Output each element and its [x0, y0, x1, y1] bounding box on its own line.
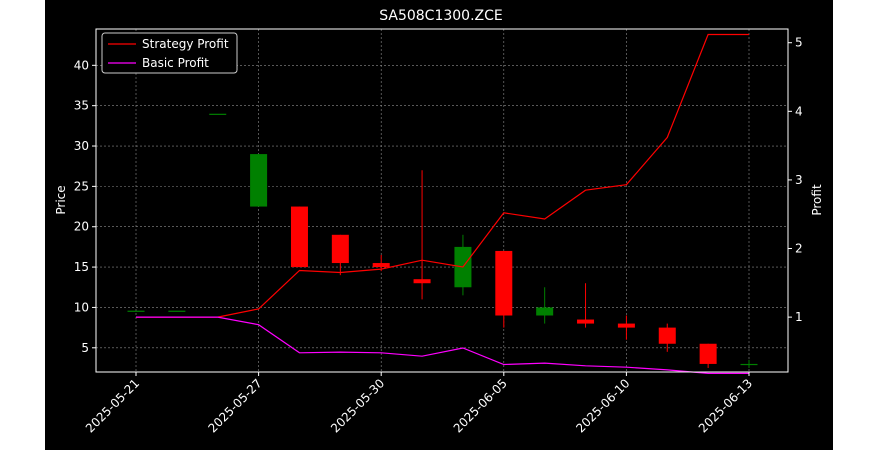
plot-area-frame — [95, 28, 789, 373]
profit-lines — [136, 33, 749, 374]
right-y-axis: 1 2 3 4 5 — [788, 36, 803, 324]
candle-body — [290, 206, 308, 268]
right-tick-label: 1 — [795, 310, 803, 324]
candle-body — [331, 234, 349, 264]
right-axis-label: Profit — [810, 184, 824, 216]
candle-body — [495, 250, 513, 316]
candlestick-series — [127, 113, 758, 368]
figure-background — [45, 0, 833, 450]
candle-body — [658, 327, 676, 344]
candle-body — [617, 323, 635, 328]
left-tick-label: 5 — [81, 341, 89, 355]
left-axis-label: Price — [54, 185, 68, 214]
legend-label-basic: Basic Profit — [142, 56, 209, 70]
right-tick-label: 3 — [795, 173, 803, 187]
left-tick-label: 10 — [74, 300, 89, 314]
strategy-profit-line — [136, 33, 749, 318]
left-y-axis: 5 10 15 20 25 30 35 40 — [74, 58, 96, 355]
candle-body — [209, 113, 227, 115]
basic-profit-line — [136, 316, 749, 374]
legend: Strategy Profit Basic Profit — [101, 32, 238, 74]
candle-body — [372, 263, 390, 268]
left-tick-label: 40 — [74, 58, 89, 72]
candle-body — [168, 310, 186, 312]
chart-title: SA508C1300.ZCE — [379, 8, 503, 24]
left-tick-label: 25 — [74, 179, 89, 193]
candle-body — [577, 319, 595, 324]
candle-body — [536, 307, 554, 316]
candle-body — [699, 343, 717, 364]
candle-body — [250, 154, 268, 207]
left-tick-label: 30 — [74, 139, 89, 153]
right-tick-label: 4 — [795, 104, 803, 118]
left-tick-label: 15 — [74, 260, 89, 274]
legend-label-strategy: Strategy Profit — [142, 37, 229, 51]
left-tick-label: 20 — [74, 220, 89, 234]
candle-body — [740, 363, 758, 366]
candle-body — [413, 279, 431, 284]
right-tick-label: 2 — [795, 242, 803, 256]
left-tick-label: 35 — [74, 99, 89, 113]
right-tick-label: 5 — [795, 36, 803, 50]
candle-body — [127, 310, 145, 312]
